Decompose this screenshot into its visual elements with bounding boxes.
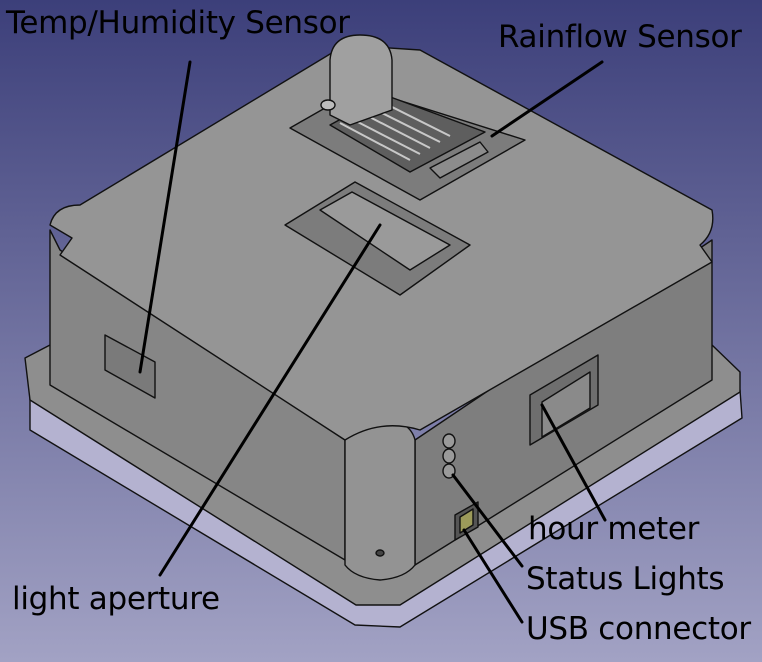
bracket-hole xyxy=(320,99,336,111)
leader-light-aperture xyxy=(158,223,382,577)
light-aperture-window xyxy=(319,191,451,271)
label-temp-humidity: Temp/Humidity Sensor xyxy=(6,5,350,41)
enclosure xyxy=(24,34,743,628)
leader-hour-meter xyxy=(540,403,607,522)
leader-temp-humidity xyxy=(138,60,192,374)
rainflow-lip xyxy=(429,141,489,179)
label-light-aperture: light aperture xyxy=(12,581,220,617)
leader-status-lights xyxy=(451,473,524,568)
label-usb-connector: USB connector xyxy=(526,611,751,647)
temp-humidity-window xyxy=(104,334,156,399)
status-light-icon xyxy=(442,433,456,449)
label-hour-meter: hour meter xyxy=(528,511,700,547)
sensor-bracket xyxy=(329,34,393,126)
label-status-lights: Status Lights xyxy=(526,561,725,597)
hour-meter-inner xyxy=(541,371,591,438)
label-rainflow: Rainflow Sensor xyxy=(498,19,742,55)
status-light-icon xyxy=(442,448,456,464)
usb-port-inner xyxy=(459,508,474,534)
leader-rainflow xyxy=(490,60,604,138)
leader-lines xyxy=(138,60,607,624)
leader-usb xyxy=(462,528,524,624)
post-screw-hole xyxy=(375,549,385,557)
